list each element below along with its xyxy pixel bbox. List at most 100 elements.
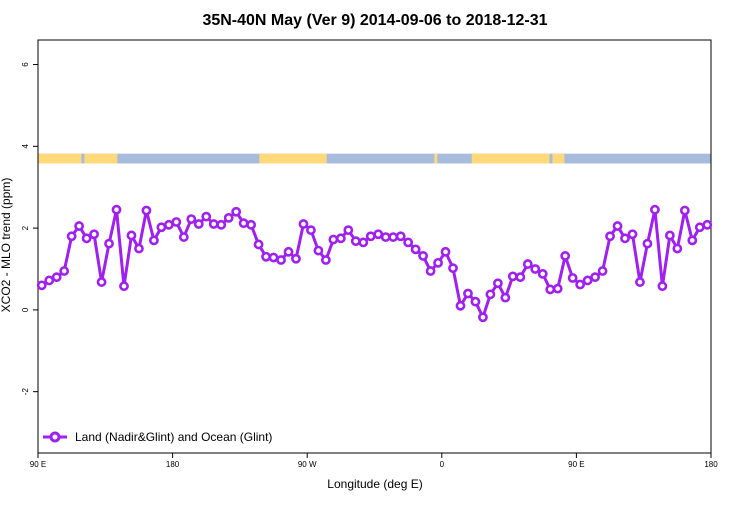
x-tick-label: 90 E <box>568 460 584 469</box>
chart-title: 35N-40N May (Ver 9) 2014-09-06 to 2018-1… <box>202 12 547 29</box>
data-point <box>597 266 608 276</box>
axes: 90 E 180 90 W 0 90 E 180 -2 0 2 4 6 <box>21 39 718 469</box>
data-point <box>515 272 526 283</box>
data-point <box>664 230 675 241</box>
data-point <box>141 205 152 216</box>
data-point <box>530 264 541 274</box>
x-tick-label: 90 W <box>298 460 317 469</box>
data-point <box>470 296 481 307</box>
data-point <box>537 268 548 279</box>
data-point <box>186 214 197 225</box>
data-point <box>89 229 99 240</box>
data-point <box>66 231 77 242</box>
y-axis-label: XCO2 - MLO trend (ppm) <box>0 178 13 313</box>
data-point <box>74 221 85 231</box>
land-segment <box>471 153 550 164</box>
data-point <box>440 246 451 257</box>
data-point <box>403 237 414 248</box>
data-point <box>313 245 324 256</box>
data-point <box>492 278 503 289</box>
data-point <box>410 244 421 255</box>
y-tick-label: 4 <box>21 144 30 149</box>
data-point <box>545 284 556 295</box>
data-point <box>455 300 466 311</box>
data-point <box>582 275 593 286</box>
y-tick-label: 6 <box>21 62 30 67</box>
data-point <box>702 219 713 230</box>
land-segment <box>259 153 327 164</box>
data-point <box>291 253 301 264</box>
data-point <box>328 234 339 245</box>
data-point <box>96 277 107 287</box>
land-ocean-band <box>38 153 711 164</box>
data-point <box>208 219 219 229</box>
data-point <box>268 252 279 263</box>
data-point <box>59 266 70 276</box>
data-point <box>590 272 600 283</box>
data-point <box>463 288 473 299</box>
x-axis-label: Longitude (deg E) <box>327 477 422 491</box>
data-point <box>149 235 159 246</box>
data-point <box>380 232 391 242</box>
data-point <box>388 232 399 242</box>
data-point <box>320 255 331 265</box>
data-point <box>111 204 122 215</box>
x-tick-label: 90 E <box>30 460 46 469</box>
series-layer <box>36 204 713 323</box>
data-point <box>612 221 623 231</box>
data-point <box>171 217 182 227</box>
data-point <box>500 292 511 303</box>
data-point <box>642 238 653 249</box>
data-point <box>134 243 144 254</box>
data-point <box>350 236 361 247</box>
ocean-band <box>38 153 711 164</box>
data-point <box>231 206 242 217</box>
data-point <box>433 257 443 268</box>
data-point <box>672 243 683 254</box>
data-point <box>298 219 309 229</box>
data-point <box>81 233 92 244</box>
data-point <box>246 219 257 230</box>
data-point <box>522 259 533 269</box>
data-point <box>373 229 384 240</box>
x-tick-label: 180 <box>704 460 718 469</box>
data-point <box>679 205 690 216</box>
data-point <box>657 281 668 292</box>
data-point <box>560 251 571 261</box>
data-point <box>620 233 630 244</box>
data-point <box>485 289 496 300</box>
data-point <box>395 231 406 242</box>
data-point <box>51 272 62 283</box>
data-point <box>635 277 645 287</box>
data-point <box>156 222 167 233</box>
data-point <box>283 246 294 257</box>
data-point <box>478 312 488 323</box>
legend-marker-swatch <box>49 431 61 443</box>
data-point <box>605 231 615 242</box>
data-point <box>163 219 174 230</box>
data-point <box>507 271 518 282</box>
data-point <box>650 204 660 215</box>
data-point <box>627 229 638 240</box>
y-tick-label: -2 <box>21 388 30 396</box>
data-point <box>418 251 429 261</box>
data-point <box>694 222 705 233</box>
legend: Land (Nadir&Glint) and Ocean (Glint) <box>43 430 272 444</box>
data-point <box>276 255 286 265</box>
x-tick-label: 0 <box>440 460 445 469</box>
data-point <box>365 231 376 242</box>
data-point <box>178 232 189 242</box>
data-point <box>126 230 137 241</box>
legend-label: Land (Nadir&Glint) and Ocean (Glint) <box>75 430 272 444</box>
data-point <box>567 273 578 283</box>
data-point <box>193 219 204 229</box>
data-point <box>261 251 271 262</box>
y-tick-label: 0 <box>21 307 30 312</box>
data-point <box>253 239 264 250</box>
data-point <box>358 237 369 248</box>
land-segment <box>434 153 438 164</box>
data-point <box>343 225 354 236</box>
land-segment <box>38 153 82 164</box>
